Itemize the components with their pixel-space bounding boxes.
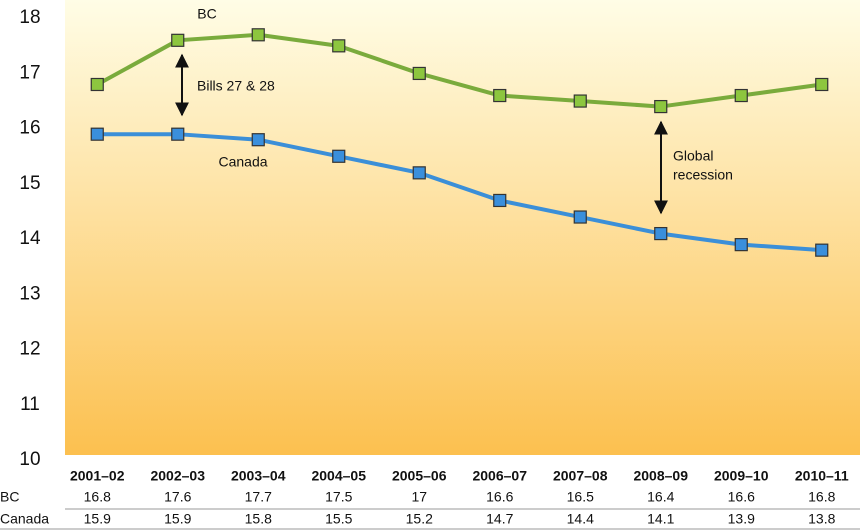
table-cell: 16.6: [728, 489, 755, 505]
series-line: [97, 132, 822, 253]
table-cell: 16.8: [808, 489, 835, 505]
x-tick-label: 2008–09: [633, 468, 688, 484]
table-cell: 17.5: [325, 489, 352, 505]
table-cell: 15.9: [84, 511, 111, 527]
data-point: [573, 210, 587, 224]
x-tick-label: 2006–07: [472, 468, 527, 484]
table-cell: 17.6: [164, 489, 191, 505]
table-cell: 17.7: [245, 489, 272, 505]
table-row-label: Canada: [0, 511, 49, 527]
data-point: [734, 88, 748, 103]
table-cell: 14.7: [486, 511, 513, 527]
x-tick-label: 2002–03: [150, 468, 205, 484]
x-tick-label: 2007–08: [553, 468, 608, 484]
series-label: BC: [197, 6, 216, 22]
data-point: [251, 28, 265, 42]
data-point: [654, 226, 668, 241]
data-point: [654, 99, 668, 114]
annotation: Global: [673, 148, 713, 164]
annotation: Bills 27 & 28: [197, 78, 275, 94]
x-tick-label: 2004–05: [311, 468, 366, 484]
data-point: [815, 77, 829, 92]
data-point: [493, 193, 507, 208]
table-cell: 16.8: [84, 489, 111, 505]
table-cell: 16.4: [647, 489, 674, 505]
y-tick-label: 15: [19, 173, 40, 194]
y-tick-label: 11: [20, 394, 40, 415]
data-point: [332, 39, 346, 53]
table-cell: 17: [411, 489, 427, 505]
annotation: recession: [673, 167, 733, 183]
table-cell: 15.8: [245, 511, 272, 527]
table-cell: 14.4: [567, 511, 594, 527]
y-tick-label: 18: [19, 7, 40, 28]
table-cell: 15.9: [164, 511, 191, 527]
data-point: [815, 243, 829, 257]
data-point: [171, 127, 185, 141]
plot-background: [65, 0, 860, 455]
x-tick-label: 2010–11: [795, 468, 849, 484]
data-point: [332, 149, 346, 163]
data-point: [573, 94, 587, 108]
table-cell: 15.2: [406, 511, 433, 527]
data-point: [90, 77, 104, 92]
x-tick-label: 2009–10: [714, 468, 769, 484]
y-tick-label: 13: [19, 283, 40, 304]
table-cell: 13.9: [728, 511, 755, 527]
x-tick-label: 2005–06: [392, 468, 447, 484]
data-point: [493, 88, 507, 103]
x-tick-label: 2001–02: [70, 468, 125, 484]
data-point: [412, 66, 426, 81]
data-point: [412, 166, 426, 180]
data-point: [251, 133, 265, 147]
data-point: [171, 33, 185, 47]
y-tick-label: 12: [19, 339, 40, 360]
data-point: [90, 127, 104, 141]
table-row-label: BC: [0, 489, 19, 505]
table-cell: 15.5: [325, 511, 352, 527]
data-point: [734, 238, 748, 252]
y-tick-label: 17: [19, 62, 40, 83]
y-tick-label: 16: [19, 118, 40, 139]
table-cell: 14.1: [647, 511, 674, 527]
table-cell: 16.6: [486, 489, 513, 505]
y-tick-label: 14: [19, 228, 41, 249]
series-label: Canada: [218, 154, 267, 170]
y-tick-label: 10: [19, 449, 40, 470]
table-cell: 13.8: [808, 511, 835, 527]
series-line: [96, 32, 823, 109]
x-tick-label: 2003–04: [231, 468, 286, 484]
table-cell: 16.5: [567, 489, 594, 505]
